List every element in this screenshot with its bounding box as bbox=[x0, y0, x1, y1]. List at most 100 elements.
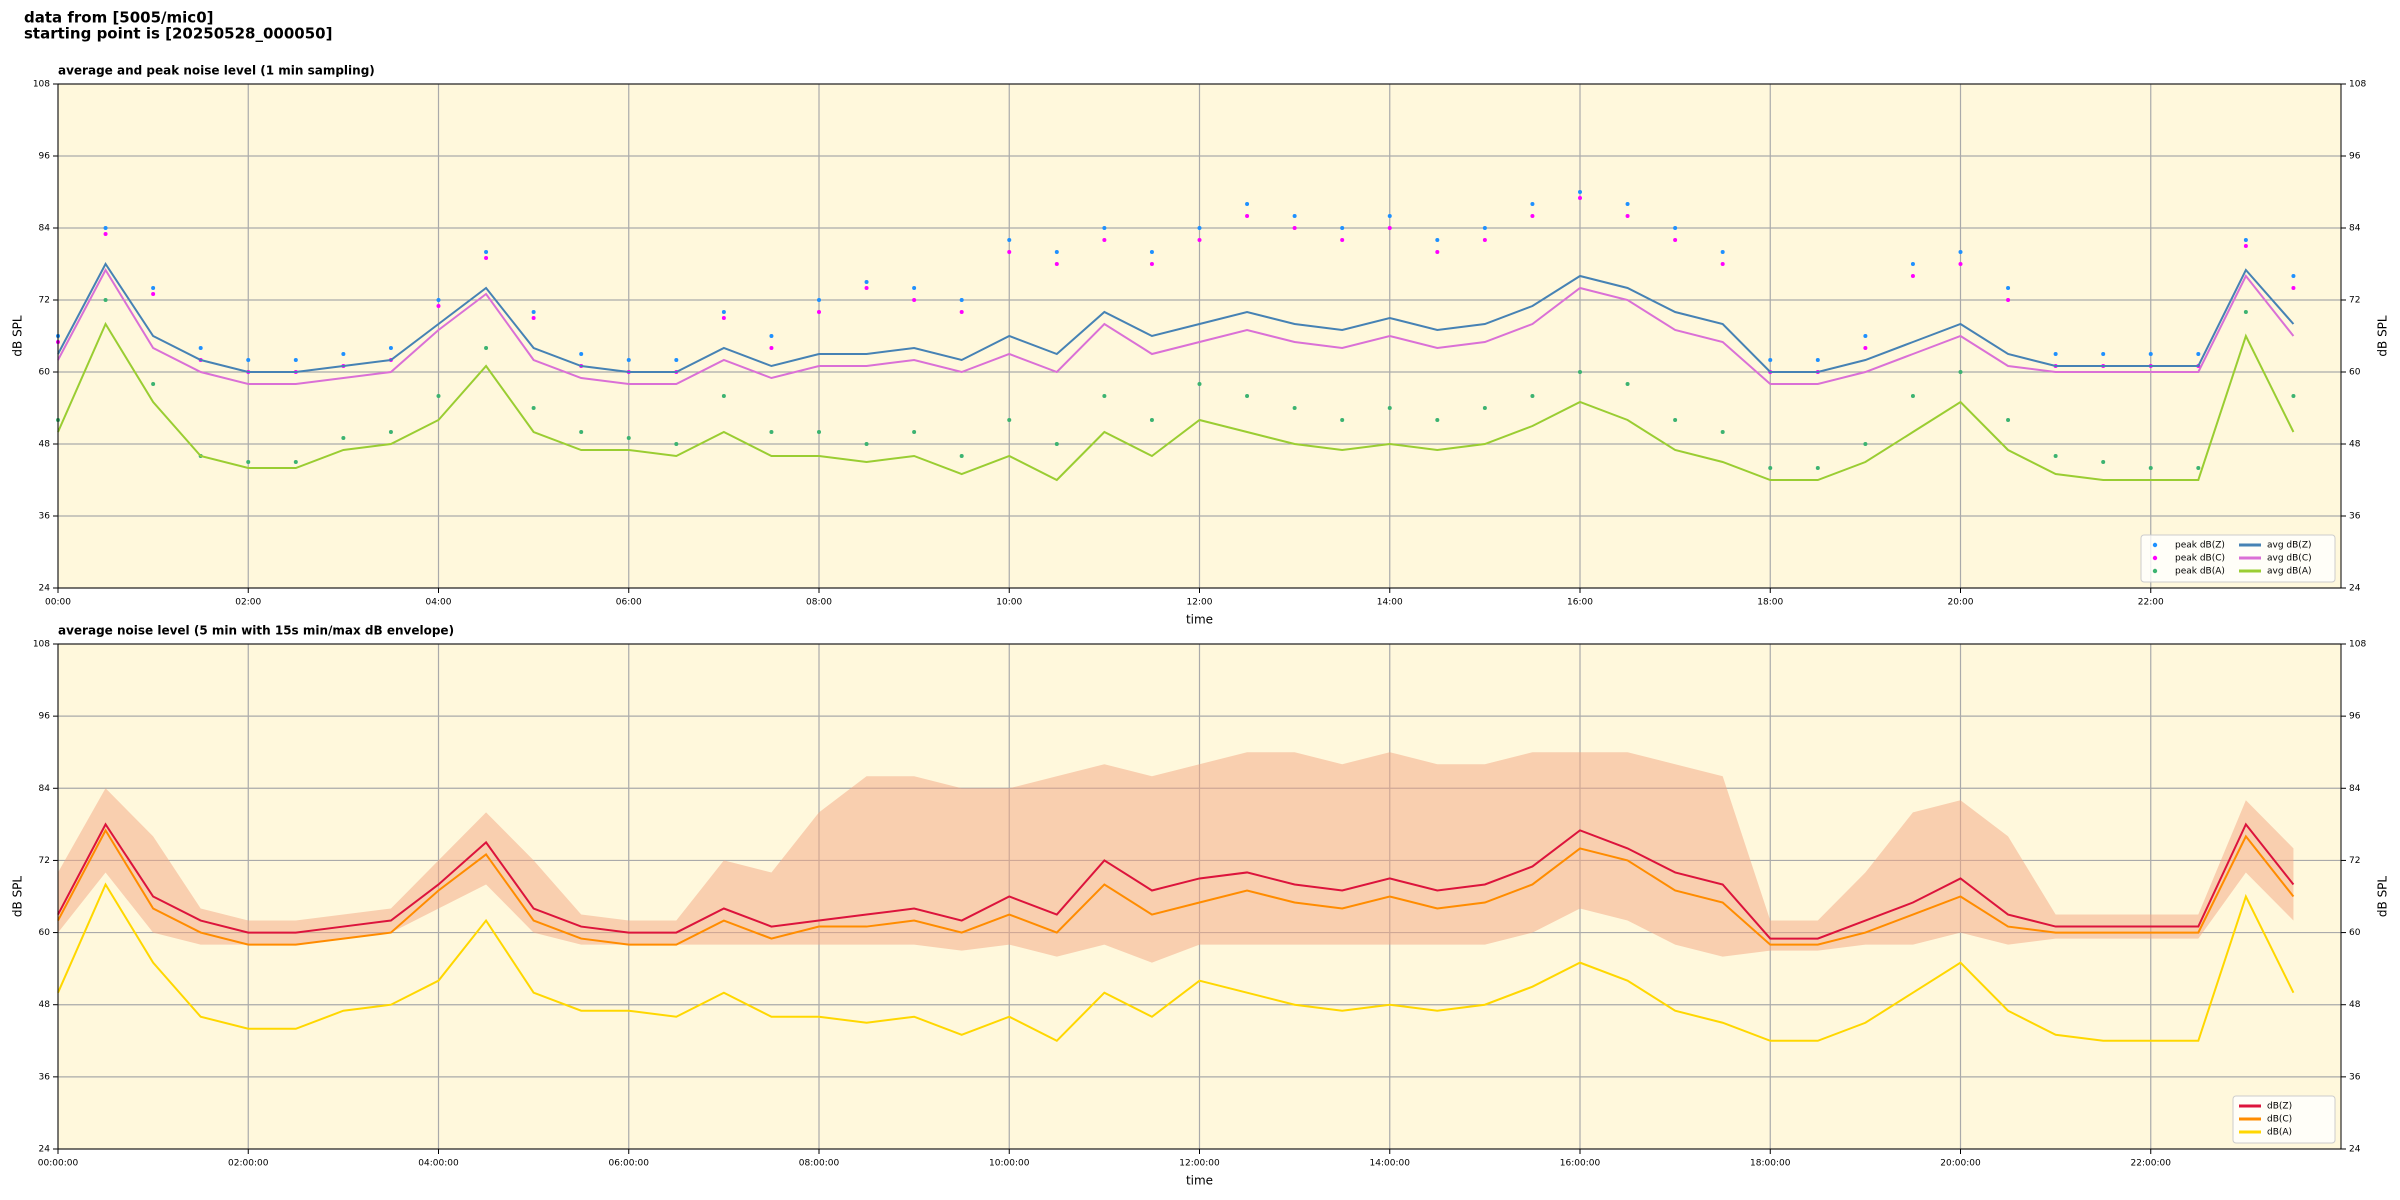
peak-dot bbox=[674, 442, 679, 446]
peak-dot bbox=[151, 382, 156, 386]
x-tick-label: 16:00 bbox=[1567, 598, 1593, 608]
peak-dot bbox=[1292, 406, 1297, 410]
x-tick-label: 06:00:00 bbox=[609, 1159, 650, 1169]
peak-dot bbox=[1578, 370, 1582, 374]
y2-tick-label: 60 bbox=[2349, 928, 2361, 938]
legend-label: avg dB(C) bbox=[2267, 554, 2312, 564]
peak-dot bbox=[1625, 214, 1630, 218]
peak-dot bbox=[341, 352, 346, 356]
peak-dot bbox=[293, 358, 298, 362]
peak-dot bbox=[1245, 202, 1250, 206]
peak-dot bbox=[1102, 394, 1107, 398]
peak-dot bbox=[1910, 274, 1915, 278]
peak-dot bbox=[1435, 418, 1440, 422]
y2-axis-label: dB SPL bbox=[2376, 876, 2390, 918]
peak-dot bbox=[531, 310, 536, 314]
peak-dot bbox=[341, 436, 346, 440]
x-tick-label: 00:00 bbox=[45, 598, 71, 608]
peak-dot bbox=[912, 286, 917, 290]
y-tick-label: 48 bbox=[39, 1000, 51, 1010]
legend-box bbox=[2140, 534, 2336, 583]
peak-dot bbox=[721, 310, 726, 314]
x-tick-label: 18:00:00 bbox=[1750, 1159, 1791, 1169]
peak-dot bbox=[1578, 190, 1582, 194]
x-axis-label: time bbox=[1186, 613, 1213, 627]
y2-tick-label: 84 bbox=[2349, 224, 2361, 234]
legend-label: dB(Z) bbox=[2267, 1102, 2292, 1112]
header-line: starting point is [20250528_000050] bbox=[24, 25, 332, 43]
peak-dot bbox=[531, 316, 536, 320]
peak-dot bbox=[2291, 274, 2296, 278]
peak-dot bbox=[246, 460, 251, 464]
peak-dot bbox=[1958, 250, 1963, 254]
peak-dot bbox=[388, 346, 393, 350]
x-tick-label: 16:00:00 bbox=[1560, 1159, 1601, 1169]
y2-tick-label: 96 bbox=[2349, 152, 2361, 162]
x-tick-label: 20:00:00 bbox=[1940, 1159, 1981, 1169]
peak-dot bbox=[151, 286, 156, 290]
peak-dot bbox=[912, 298, 917, 302]
peak-dot bbox=[1054, 250, 1059, 254]
series-line bbox=[57, 262, 2295, 373]
peak-dot bbox=[1197, 226, 1202, 230]
y-tick-label: 60 bbox=[39, 368, 51, 378]
y-tick-label: 108 bbox=[33, 640, 50, 650]
y-tick-label: 48 bbox=[39, 440, 51, 450]
x-tick-label: 12:00:00 bbox=[1179, 1159, 1220, 1169]
peak-dot bbox=[1482, 238, 1487, 242]
y2-tick-label: 108 bbox=[2349, 640, 2366, 650]
peak-dot bbox=[1340, 238, 1345, 242]
peak-dot bbox=[1482, 406, 1487, 410]
peak-dot bbox=[1673, 238, 1678, 242]
peak-dot bbox=[1768, 358, 1773, 362]
x-tick-label: 02:00:00 bbox=[228, 1159, 269, 1169]
peak-dot bbox=[1149, 418, 1154, 422]
x-tick-label: 06:00 bbox=[616, 598, 642, 608]
legend-label: avg dB(Z) bbox=[2267, 541, 2312, 551]
legend-marker bbox=[2152, 542, 2158, 548]
x-tick-label: 12:00 bbox=[1187, 598, 1213, 608]
peak-dot bbox=[1340, 226, 1345, 230]
y2-tick-label: 36 bbox=[2349, 512, 2361, 522]
y2-axis-label: dB SPL bbox=[2376, 315, 2390, 357]
x-tick-label: 08:00 bbox=[806, 598, 832, 608]
peak-dot bbox=[959, 454, 964, 458]
peak-dot bbox=[2006, 286, 2011, 290]
peak-dot bbox=[246, 358, 251, 362]
peak-dot bbox=[817, 310, 821, 314]
legend: peak dB(Z) peak dB(C) peak dB(A) avg dB(Z) a… bbox=[2140, 534, 2336, 583]
x-tick-label: 02:00 bbox=[235, 598, 261, 608]
y2-tick-label: 72 bbox=[2349, 856, 2360, 866]
peak-dot bbox=[769, 430, 774, 434]
peak-dot bbox=[1768, 466, 1773, 470]
peak-dot bbox=[2291, 394, 2296, 398]
peak-dot bbox=[1149, 262, 1154, 266]
peak-dot bbox=[1530, 202, 1535, 206]
legend-label: peak dB(C) bbox=[2175, 554, 2225, 564]
y-tick-label: 96 bbox=[39, 152, 51, 162]
peak-dot bbox=[1815, 466, 1820, 470]
peak-dot bbox=[2243, 238, 2248, 242]
series-line bbox=[57, 828, 2295, 946]
peak-dot bbox=[531, 406, 536, 410]
y2-tick-label: 24 bbox=[2349, 584, 2361, 594]
peak-dot bbox=[674, 358, 679, 362]
peak-dot bbox=[1245, 214, 1250, 218]
y-tick-label: 36 bbox=[39, 1072, 51, 1082]
peak-dot bbox=[2006, 418, 2011, 422]
peak-dot bbox=[2148, 466, 2153, 470]
peak-dot bbox=[1815, 358, 1820, 362]
peak-dot bbox=[1673, 418, 1678, 422]
peak-dot bbox=[1530, 394, 1535, 398]
peak-dot bbox=[436, 394, 441, 398]
legend: dB(Z) dB(C) dB(A) bbox=[2232, 1095, 2336, 1144]
peak-dot bbox=[1245, 394, 1250, 398]
plot-frame bbox=[57, 83, 2342, 589]
peak-dot bbox=[1863, 334, 1868, 338]
peak-dot bbox=[1197, 238, 1202, 242]
y2-tick-label: 36 bbox=[2349, 1072, 2361, 1082]
x-tick-label: 14:00 bbox=[1377, 598, 1403, 608]
series-line bbox=[57, 267, 2295, 385]
series-line bbox=[57, 822, 2295, 940]
peak-dot bbox=[2006, 298, 2011, 302]
